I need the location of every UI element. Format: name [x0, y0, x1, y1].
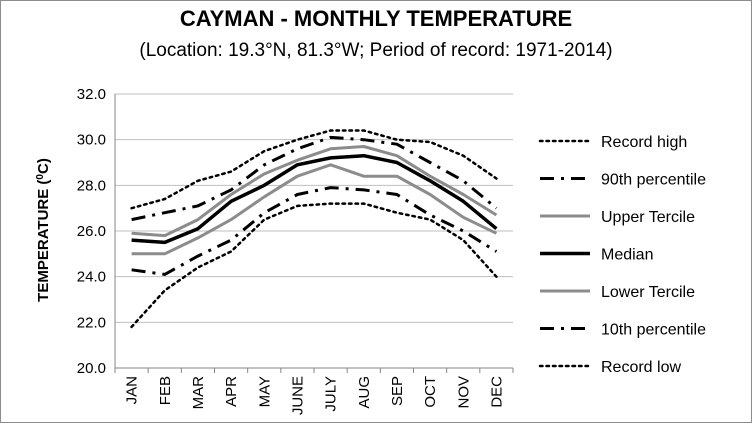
series-line-upper-tercile — [131, 145, 498, 238]
y-tick-label: 30.0 — [77, 132, 106, 149]
x-tick-label: DEC — [488, 376, 505, 408]
legend-label: Record low — [601, 359, 681, 376]
x-tick-label: SEP — [389, 376, 406, 406]
y-tick-label: 24.0 — [77, 269, 106, 286]
x-tick-label: OCT — [422, 376, 439, 408]
legend: Record high 90th percentile Upper Tercile M… — [538, 134, 706, 376]
x-axis-ticks: JAN FEB MAR APR MAY JUNE JULY AUG SEP OCT NOV DEC — [124, 376, 506, 415]
y-axis-title: TEMPERATURE (0C) — [35, 158, 53, 302]
legend-label: Median — [601, 247, 653, 264]
series-line-median — [131, 153, 498, 245]
y-tick-label: 32.0 — [77, 86, 106, 103]
legend-label: Upper Tercile — [601, 209, 695, 226]
y-tick-label: 26.0 — [77, 223, 106, 240]
legend-label: Lower Tercile — [601, 284, 695, 301]
series-line-lower-tercile — [131, 163, 498, 256]
series-line-90th-percentile — [131, 135, 498, 222]
y-tick-label: 20.0 — [77, 360, 106, 377]
legend-label: 90th percentile — [601, 172, 706, 189]
legend-label: 10th percentile — [601, 322, 706, 339]
x-tick-label: JUNE — [289, 376, 306, 415]
y-tick-label: 28.0 — [77, 177, 106, 194]
chart-subtitle: (Location: 19.3°N, 81.3°W; Period of rec… — [139, 40, 613, 61]
series-lines — [130, 129, 498, 329]
legend-label: Record high — [601, 134, 687, 151]
y-tick-label: 22.0 — [77, 314, 106, 331]
x-tick-label: APR — [223, 376, 240, 407]
x-tick-label: JULY — [323, 376, 340, 412]
x-tick-label: AUG — [356, 376, 373, 409]
chart-title: CAYMAN - MONTHLY TEMPERATURE — [179, 6, 573, 31]
x-tick-label: MAY — [256, 376, 273, 407]
series-line-10th-percentile — [131, 186, 498, 276]
y-axis-ticks: 20.0 22.0 24.0 26.0 28.0 30.0 32.0 — [77, 86, 106, 377]
x-tick-label: NOV — [455, 376, 472, 409]
x-tick-label: MAR — [190, 376, 207, 410]
x-tick-label: JAN — [124, 376, 141, 404]
series-line-record-high — [130, 129, 498, 210]
x-tick-label: FEB — [157, 376, 174, 405]
